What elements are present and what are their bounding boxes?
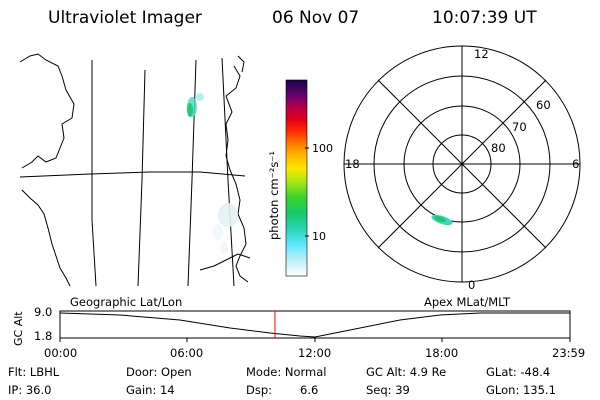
- info-glon: GLon: 135.1: [486, 383, 556, 397]
- timeline-left-title: Geographic Lat/Lon: [70, 295, 183, 309]
- timeline-ylabel: GC Alt: [12, 311, 25, 346]
- date-label: 06 Nov 07: [272, 8, 360, 28]
- lat-label-70: 70: [512, 120, 527, 134]
- mlt-label-0: 0: [468, 278, 475, 292]
- coastline-left: [19, 53, 75, 169]
- lat-label-60: 60: [536, 98, 551, 112]
- colorbar-unit-label: photon cm⁻²s⁻¹: [267, 151, 281, 240]
- altitude-timeline: [59, 310, 571, 342]
- timeline-right-title: Apex MLat/MLT: [424, 295, 511, 309]
- coastline-right-2: [237, 55, 245, 73]
- meridian-2: [137, 69, 146, 287]
- app-title: Ultraviolet Imager: [48, 8, 202, 28]
- parallel-1: [19, 171, 246, 178]
- info-mode: Mode: Normal: [246, 365, 327, 379]
- altitude-curve: [59, 312, 570, 338]
- info-filter: Flt: LBHL: [8, 365, 60, 379]
- meridian-4: [221, 57, 235, 287]
- lat-label-80: 80: [491, 141, 506, 155]
- colorbar-tick-100: 100: [312, 142, 333, 155]
- geographic-map: [19, 53, 251, 287]
- timeline-ytick-top: 9.0: [34, 305, 53, 319]
- info-seq: Seq: 39: [366, 383, 410, 397]
- info-door: Door: Open: [126, 365, 192, 379]
- timeline-xtick-0000: 00:00: [44, 346, 78, 360]
- coastline-bottom: [199, 253, 251, 271]
- colorbar-tick-10: 10: [312, 230, 326, 243]
- mlt-label-12: 12: [474, 47, 489, 61]
- info-glat: GLat: -48.4: [486, 365, 551, 379]
- timeline-xtick-0600: 06:00: [170, 346, 204, 360]
- colorbar: [285, 79, 308, 277]
- map-aurora-emission: [187, 93, 238, 254]
- mlt-label-18: 18: [345, 157, 360, 171]
- info-dsp-label: Dsp:: [246, 383, 273, 397]
- polar-aurora-emission: [431, 214, 453, 226]
- timeline-xtick-1800: 18:00: [425, 346, 459, 360]
- coastline-right: [225, 65, 249, 283]
- info-ip: IP: 36.0: [8, 383, 52, 397]
- info-gain: Gain: 14: [126, 383, 175, 397]
- info-dsp-value: 6.6: [300, 383, 319, 397]
- info-gc-alt: GC Alt: 4.9 Re: [366, 365, 447, 379]
- meridian-3: [187, 59, 197, 287]
- polar-plot: [343, 45, 581, 283]
- meridian-1: [91, 60, 97, 287]
- time-label: 10:07:39 UT: [432, 8, 537, 28]
- timeline-ytick-bottom: 1.8: [34, 329, 53, 343]
- timeline-xtick-2359: 23:59: [552, 346, 586, 360]
- coastline-left-2: [21, 189, 71, 287]
- timeline-xtick-1200: 12:00: [298, 346, 332, 360]
- mlt-label-6: 6: [572, 157, 579, 171]
